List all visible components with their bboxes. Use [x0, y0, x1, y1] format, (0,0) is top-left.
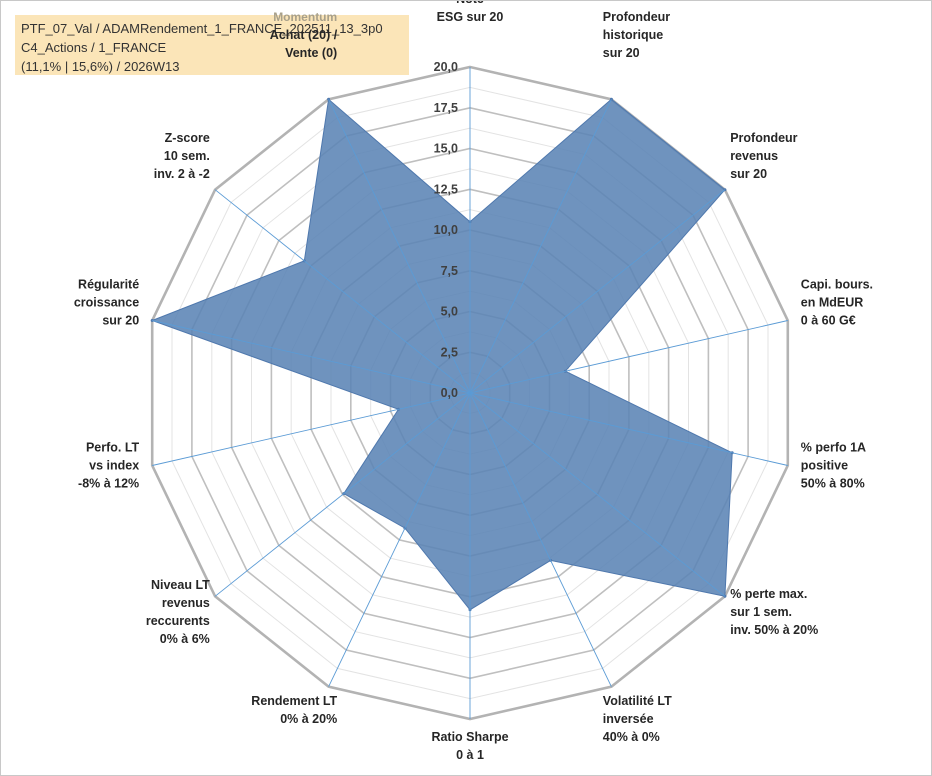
tick-label: 0,0	[441, 386, 458, 400]
tick-label: 5,0	[441, 305, 458, 319]
tick-label: 7,5	[441, 264, 458, 278]
category-label-line: sur 20	[102, 314, 139, 328]
info-box: PTF_07_Val / ADAMRendement_1_FRANCE_2025…	[15, 15, 409, 75]
category-label: Note ESG sur 20	[437, 1, 504, 24]
tick-label: 20,0	[434, 60, 458, 74]
axis-spoke	[469, 392, 612, 687]
axis-spoke	[469, 189, 726, 394]
tick-layer: 0,0 2,5 5,0 7,5 10,0 12,5 15,0 17,5 20,0	[434, 60, 458, 400]
category-label-line: Perfo. LT	[86, 440, 140, 454]
category-label-line: vs index	[89, 458, 139, 472]
category-label-line: sur 20	[603, 46, 640, 60]
category-label-line: inv. 2 à -2	[154, 167, 210, 181]
axis-spoke	[469, 392, 788, 466]
category-label: Niveau LT revenus reccurents 0% à 6%	[146, 578, 210, 646]
category-label-line: -8% à 12%	[78, 476, 139, 490]
category-label: Capi. bours. en MdEUR 0 à 60 G€	[801, 278, 873, 328]
category-label-line: 0% à 6%	[160, 632, 210, 646]
category-label: % perte max. sur 1 sem. inv. 50% à 20%	[730, 587, 818, 637]
category-label-line: 0 à 1	[456, 748, 484, 762]
category-label-line: Régularité	[78, 278, 139, 292]
category-label: Momentum Achat (20) / Vente (0)	[270, 10, 338, 60]
category-label: % perfo 1A positive 50% à 80%	[801, 440, 866, 490]
label-layer: Note ESG sur 20 Profondeur historique sur 20…	[74, 1, 873, 762]
category-label: Régularité croissance sur 20	[74, 278, 139, 328]
category-label-line: inversée	[603, 712, 654, 726]
axis-spoke	[328, 99, 471, 394]
category-label-line: ESG sur 20	[437, 10, 504, 24]
category-label-line: Profondeur	[603, 10, 670, 24]
category-label-line: Capi. bours.	[801, 278, 873, 292]
tick-label: 17,5	[434, 101, 458, 115]
tick-label: 12,5	[434, 182, 458, 196]
category-label: Profondeur historique sur 20	[603, 10, 670, 60]
category-label-line: revenus	[162, 596, 210, 610]
tick-label: 2,5	[441, 345, 458, 359]
category-label: Profondeur revenus sur 20	[730, 131, 797, 181]
category-label: Perfo. LT vs index -8% à 12%	[78, 440, 140, 490]
category-label-line: Z-score	[165, 131, 210, 145]
category-label-line: 50% à 80%	[801, 476, 865, 490]
category-label: Z-score 10 sem. inv. 2 à -2	[154, 131, 210, 181]
category-label: Volatilité LT inversée 40% à 0%	[603, 694, 672, 744]
category-label-line: sur 1 sem.	[730, 605, 792, 619]
category-label-line: Ratio Sharpe	[431, 730, 508, 744]
category-label-line: reccurents	[146, 614, 210, 628]
info-line-1: PTF_07_Val / ADAMRendement_1_FRANCE_2025…	[21, 21, 383, 36]
axis-spoke	[152, 392, 471, 466]
axis-spoke	[469, 99, 612, 394]
axis-layer	[152, 67, 788, 719]
axis-spoke	[214, 189, 471, 394]
category-label-line: Vente (0)	[285, 46, 337, 60]
category-label-line: Note	[456, 1, 484, 6]
tick-label: 10,0	[434, 223, 458, 237]
axis-spoke	[469, 392, 726, 597]
category-label-line: Niveau LT	[151, 578, 210, 592]
category-label-line: % perte max.	[730, 587, 807, 601]
category-label-line: positive	[801, 458, 848, 472]
category-label-line: % perfo 1A	[801, 440, 866, 454]
tick-label: 15,0	[434, 142, 458, 156]
category-label: Rendement LT 0% à 20%	[251, 694, 337, 726]
category-label-line: 0 à 60 G€	[801, 314, 856, 328]
category-label-line: 40% à 0%	[603, 730, 660, 744]
category-label-line: Profondeur	[730, 131, 797, 145]
category-label-line: Achat (20) /	[270, 28, 338, 42]
axis-spoke	[152, 320, 471, 394]
category-label-line: Volatilité LT	[603, 694, 672, 708]
category-label-line: sur 20	[730, 167, 767, 181]
category-label-line: 0% à 20%	[280, 712, 337, 726]
category-label-line: inv. 50% à 20%	[730, 623, 818, 637]
axis-spoke	[469, 320, 788, 394]
category-label-line: Rendement LT	[251, 694, 337, 708]
category-label: Ratio Sharpe 0 à 1	[431, 730, 508, 762]
category-label-line: en MdEUR	[801, 296, 864, 310]
category-label-line: revenus	[730, 149, 778, 163]
category-label-line: croissance	[74, 296, 139, 310]
axis-spoke	[214, 392, 471, 597]
info-line-2: C4_Actions / 1_FRANCE	[21, 40, 167, 55]
category-label-line: historique	[603, 28, 663, 42]
axis-spoke	[328, 392, 471, 687]
category-label-line: 10 sem.	[164, 149, 210, 163]
category-label-prefix: Momentum	[273, 10, 337, 24]
info-line-3: (11,1% | 15,6%) / 2026W13	[21, 59, 180, 74]
